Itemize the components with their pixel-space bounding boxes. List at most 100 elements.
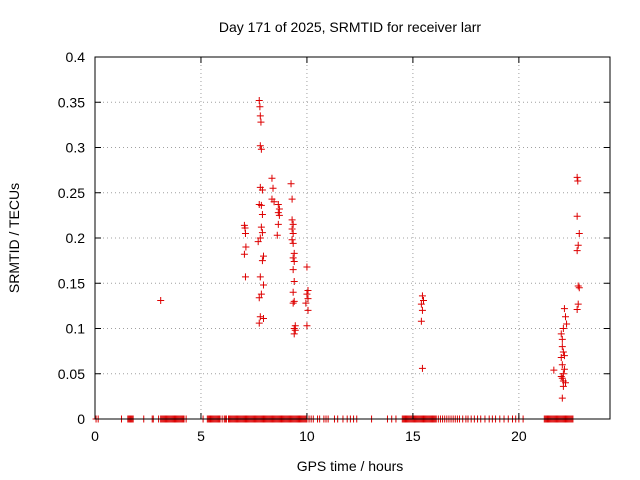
data-point xyxy=(557,372,565,380)
data-point xyxy=(258,257,266,265)
data-point xyxy=(240,250,248,258)
data-point xyxy=(269,184,277,192)
x-tick-label: 0 xyxy=(91,428,99,444)
data-point xyxy=(575,229,583,237)
x-tick-label: 15 xyxy=(405,428,421,444)
data-point xyxy=(259,315,267,323)
data-point xyxy=(256,103,264,111)
data-point xyxy=(573,212,581,220)
data-point xyxy=(559,348,567,356)
x-tick-labels: 0 5 10 15 20 xyxy=(91,428,527,444)
x-tick-label: 5 xyxy=(197,428,205,444)
y-tick-label: 0.4 xyxy=(66,49,86,65)
data-point xyxy=(289,266,297,274)
data-point xyxy=(289,288,297,296)
data-point xyxy=(290,258,298,266)
data-point xyxy=(291,326,299,334)
data-point xyxy=(288,195,296,203)
data-point xyxy=(573,247,581,255)
data-point xyxy=(559,382,567,390)
data-point xyxy=(257,201,265,209)
data-point xyxy=(268,174,276,182)
data-point xyxy=(560,305,568,313)
data-point xyxy=(560,352,568,360)
data-point xyxy=(289,239,297,247)
y-tick-label: 0.3 xyxy=(66,140,86,156)
data-point xyxy=(290,297,298,305)
data-point xyxy=(259,252,267,260)
data-point xyxy=(241,273,249,281)
data-point xyxy=(257,290,265,298)
data-point xyxy=(255,96,263,104)
data-point xyxy=(289,299,297,307)
data-point xyxy=(574,241,582,249)
data-point xyxy=(289,220,297,228)
data-point xyxy=(257,118,265,126)
data-point xyxy=(417,300,425,308)
data-point xyxy=(557,353,565,361)
y-tick-label: 0 xyxy=(77,411,85,427)
grid-lines xyxy=(95,57,610,419)
data-point xyxy=(275,211,283,219)
y-tick-label: 0.1 xyxy=(66,321,86,337)
data-point xyxy=(302,299,310,307)
data-point xyxy=(270,198,278,206)
data-point xyxy=(558,361,566,369)
data-point xyxy=(289,229,297,237)
data-point xyxy=(575,284,583,292)
y-tick-label: 0.25 xyxy=(58,185,85,201)
data-point xyxy=(290,330,298,338)
data-point xyxy=(573,173,581,181)
data-point xyxy=(418,306,426,314)
data-point xyxy=(288,216,296,224)
data-point xyxy=(274,201,282,209)
data-point xyxy=(258,186,266,194)
y-tick-labels: 0 0.05 0.1 0.15 0.2 0.25 0.3 0.35 0.4 xyxy=(58,49,85,427)
data-point xyxy=(256,112,264,120)
data-point xyxy=(303,290,311,298)
data-point xyxy=(242,243,250,251)
x-tick-label: 10 xyxy=(299,428,315,444)
data-point xyxy=(274,220,282,228)
data-point xyxy=(287,180,295,188)
data-point xyxy=(303,322,311,330)
data-point xyxy=(303,263,311,271)
data-point xyxy=(558,343,566,351)
data-point xyxy=(288,225,296,233)
y-tick-label: 0.05 xyxy=(58,366,85,382)
data-point xyxy=(254,238,262,246)
data-point xyxy=(419,296,427,304)
data-point xyxy=(288,236,296,244)
data-point xyxy=(255,294,263,302)
data-point xyxy=(304,295,312,303)
data-point xyxy=(550,366,558,374)
data-point xyxy=(289,254,297,262)
data-point xyxy=(304,306,312,314)
data-point xyxy=(256,273,264,281)
data-point xyxy=(561,379,569,387)
data-point xyxy=(256,142,264,150)
data-point xyxy=(259,281,267,289)
data-point xyxy=(574,300,582,308)
data-point xyxy=(559,325,567,332)
y-tick-label: 0.15 xyxy=(58,275,85,291)
axis-ticks xyxy=(94,56,610,420)
data-point xyxy=(255,319,263,327)
data-point xyxy=(257,223,265,231)
data-point xyxy=(256,313,264,321)
data-point xyxy=(304,286,312,294)
data-point xyxy=(157,296,165,304)
data-point xyxy=(290,277,298,285)
chart-title: Day 171 of 2025, SRMTID for receiver lar… xyxy=(219,19,482,35)
data-point xyxy=(563,320,571,328)
y-axis-title: SRMTID / TECUs xyxy=(6,183,22,293)
data-point xyxy=(417,317,425,325)
data-point xyxy=(275,205,283,213)
y-tick-label: 0.2 xyxy=(66,230,86,246)
data-point xyxy=(273,231,281,239)
x-tick-label: 20 xyxy=(511,428,527,444)
data-point xyxy=(418,364,426,372)
data-point xyxy=(573,305,581,313)
